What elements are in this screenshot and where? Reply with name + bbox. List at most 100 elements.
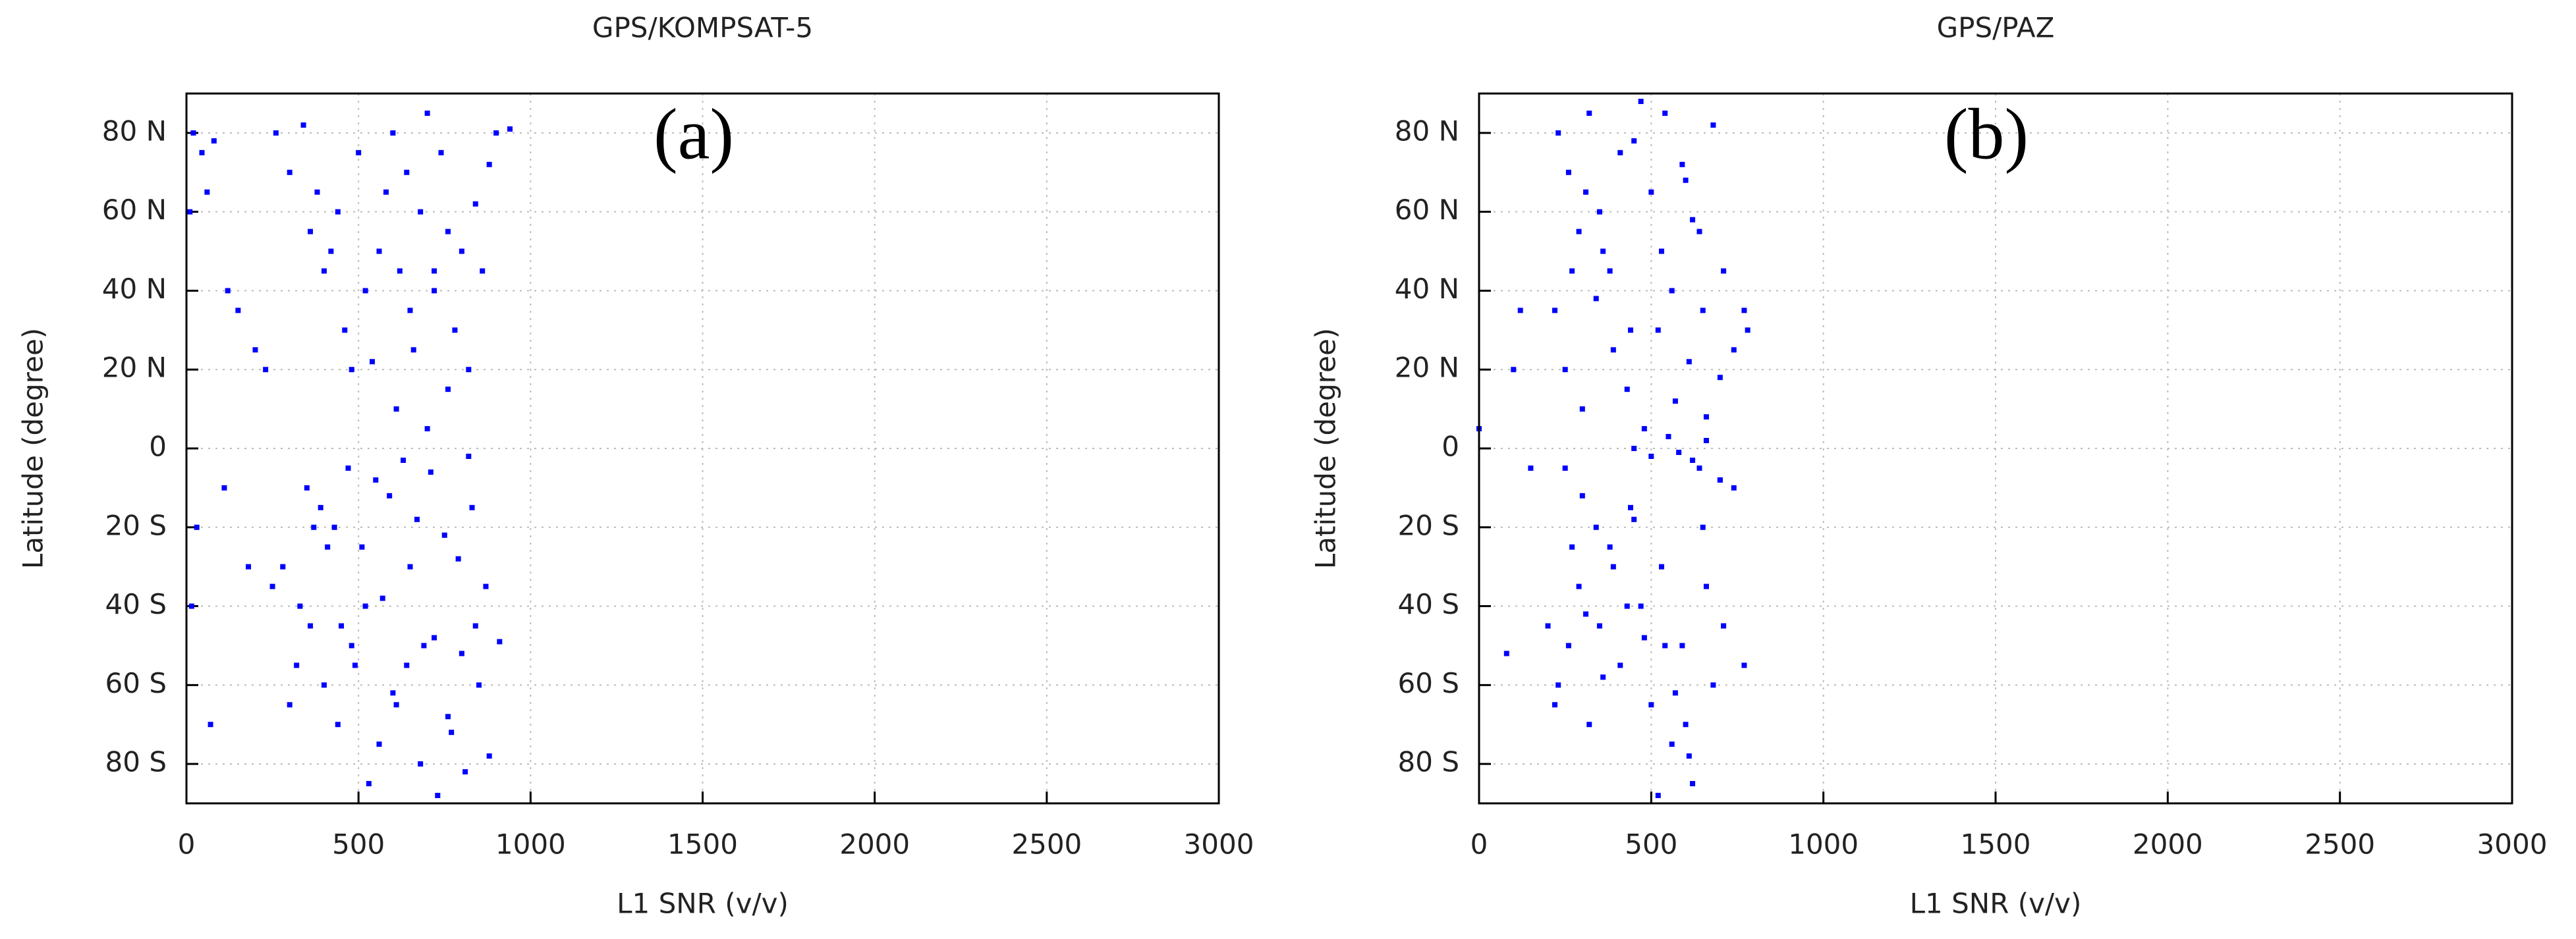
point bbox=[1683, 722, 1689, 728]
point bbox=[1627, 504, 1633, 510]
point bbox=[287, 169, 293, 175]
point bbox=[1672, 690, 1678, 696]
point bbox=[308, 228, 314, 234]
point bbox=[445, 387, 451, 392]
point bbox=[269, 583, 275, 589]
y-tick-label: 20 N bbox=[1395, 352, 1459, 384]
point bbox=[476, 682, 482, 688]
point bbox=[1703, 414, 1709, 420]
point bbox=[1655, 327, 1661, 333]
point bbox=[359, 544, 365, 550]
y-tick-label: 60 N bbox=[102, 194, 167, 226]
point bbox=[445, 714, 451, 720]
point bbox=[263, 367, 269, 373]
point bbox=[211, 138, 217, 144]
point bbox=[441, 532, 447, 538]
point bbox=[1686, 753, 1692, 759]
point bbox=[472, 201, 478, 207]
x-tick-label: 2500 bbox=[2305, 828, 2375, 861]
point bbox=[1631, 516, 1637, 522]
point bbox=[397, 268, 403, 274]
point bbox=[459, 651, 464, 657]
point bbox=[1721, 623, 1727, 629]
point bbox=[321, 268, 327, 274]
point bbox=[1638, 603, 1644, 609]
point bbox=[1662, 643, 1668, 649]
point bbox=[1579, 493, 1585, 498]
point bbox=[414, 516, 420, 522]
point bbox=[1641, 426, 1647, 432]
point bbox=[435, 793, 441, 799]
point bbox=[1624, 387, 1630, 392]
point bbox=[362, 288, 368, 294]
point bbox=[390, 690, 396, 696]
point bbox=[1576, 583, 1582, 589]
point bbox=[1721, 268, 1727, 274]
point bbox=[1552, 702, 1557, 708]
point bbox=[421, 643, 427, 649]
point bbox=[1610, 564, 1616, 570]
point bbox=[1638, 98, 1644, 104]
point bbox=[1659, 248, 1665, 254]
point bbox=[362, 603, 368, 609]
point bbox=[387, 493, 393, 498]
point bbox=[404, 169, 410, 175]
point bbox=[393, 702, 399, 708]
point bbox=[1545, 623, 1551, 629]
point bbox=[418, 209, 424, 215]
y-tick-label: 20 S bbox=[105, 509, 167, 541]
point bbox=[349, 367, 354, 373]
point bbox=[339, 623, 345, 629]
point bbox=[1641, 635, 1647, 641]
point bbox=[1552, 308, 1557, 313]
y-tick-label: 40 S bbox=[1398, 588, 1459, 620]
point bbox=[314, 189, 320, 195]
point bbox=[1696, 228, 1702, 234]
point bbox=[328, 248, 334, 254]
point bbox=[1503, 651, 1509, 657]
point bbox=[1600, 674, 1606, 680]
point bbox=[1565, 169, 1571, 175]
point bbox=[187, 209, 193, 215]
point bbox=[438, 149, 444, 155]
y-tick-label: 80 N bbox=[102, 115, 167, 147]
point bbox=[483, 583, 489, 589]
point bbox=[418, 761, 424, 767]
point bbox=[424, 110, 430, 116]
y-tick-label: 60 N bbox=[1395, 194, 1459, 226]
x-tick-label: 1500 bbox=[667, 828, 738, 861]
point bbox=[1710, 122, 1716, 128]
point bbox=[352, 662, 358, 668]
point bbox=[1562, 465, 1568, 471]
point bbox=[1617, 149, 1623, 155]
point bbox=[335, 722, 341, 728]
y-axis-label: Latitude (degree) bbox=[1310, 328, 1342, 569]
x-tick-label: 3000 bbox=[2477, 828, 2548, 861]
point bbox=[252, 347, 258, 353]
y-tick-label: 0 bbox=[1442, 431, 1459, 463]
point bbox=[1648, 702, 1654, 708]
point bbox=[1676, 449, 1682, 455]
point bbox=[1700, 308, 1706, 313]
point bbox=[428, 469, 434, 475]
point bbox=[1686, 359, 1692, 365]
point bbox=[321, 682, 327, 688]
point bbox=[273, 130, 279, 136]
point bbox=[1631, 138, 1637, 144]
point bbox=[1700, 524, 1706, 530]
point bbox=[1624, 603, 1630, 609]
point bbox=[1717, 375, 1723, 381]
point bbox=[300, 122, 306, 128]
point bbox=[1690, 217, 1696, 223]
x-tick-label: 2000 bbox=[2133, 828, 2203, 861]
point bbox=[308, 623, 314, 629]
point bbox=[1710, 682, 1716, 688]
point bbox=[1607, 268, 1613, 274]
point bbox=[1593, 524, 1599, 530]
point bbox=[1741, 308, 1747, 313]
point bbox=[235, 308, 241, 313]
point bbox=[1669, 288, 1675, 294]
point bbox=[204, 189, 210, 195]
point bbox=[1511, 367, 1517, 373]
point bbox=[1731, 347, 1737, 353]
